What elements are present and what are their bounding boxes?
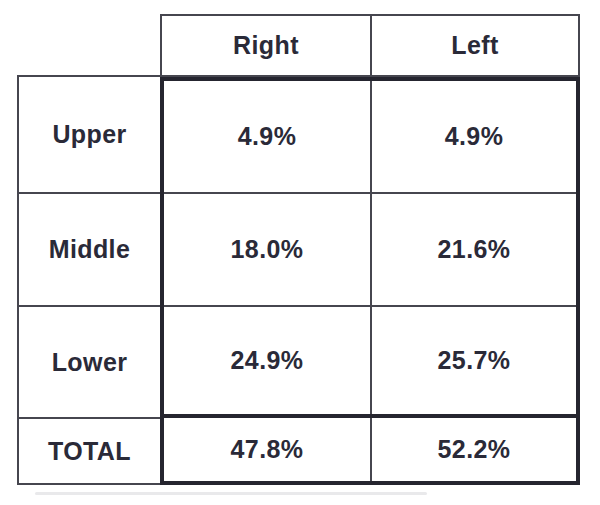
column-header-row: Right Left	[160, 14, 580, 77]
cell-middle-left: 21.6%	[370, 194, 576, 305]
column-header-left: Left	[370, 16, 578, 75]
cell-upper-right: 4.9%	[164, 81, 370, 192]
table-row-lower: 24.9% 25.7%	[164, 305, 576, 414]
row-label-lower: Lower	[19, 305, 160, 417]
cell-total-left: 52.2%	[370, 418, 576, 481]
scan-artifact	[35, 492, 427, 495]
table-row-upper: 4.9% 4.9%	[164, 81, 576, 192]
cell-lower-left: 25.7%	[370, 307, 576, 414]
table-row-middle: 18.0% 21.6%	[164, 192, 576, 305]
cell-total-right: 47.8%	[164, 418, 370, 481]
column-header-right: Right	[162, 16, 370, 75]
row-label-total: TOTAL	[19, 417, 160, 483]
cell-lower-right: 24.9%	[164, 307, 370, 414]
row-label-upper: Upper	[19, 77, 160, 192]
cell-middle-right: 18.0%	[164, 194, 370, 305]
total-row: 47.8% 52.2%	[160, 414, 580, 485]
cell-upper-left: 4.9%	[370, 81, 576, 192]
row-label-middle: Middle	[19, 192, 160, 305]
percentage-table-figure: Right Left Upper Middle Lower TOTAL 4.9%…	[0, 0, 600, 505]
data-grid: 4.9% 4.9% 18.0% 21.6% 24.9% 25.7%	[160, 77, 580, 418]
row-label-column: Upper Middle Lower TOTAL	[17, 75, 160, 485]
